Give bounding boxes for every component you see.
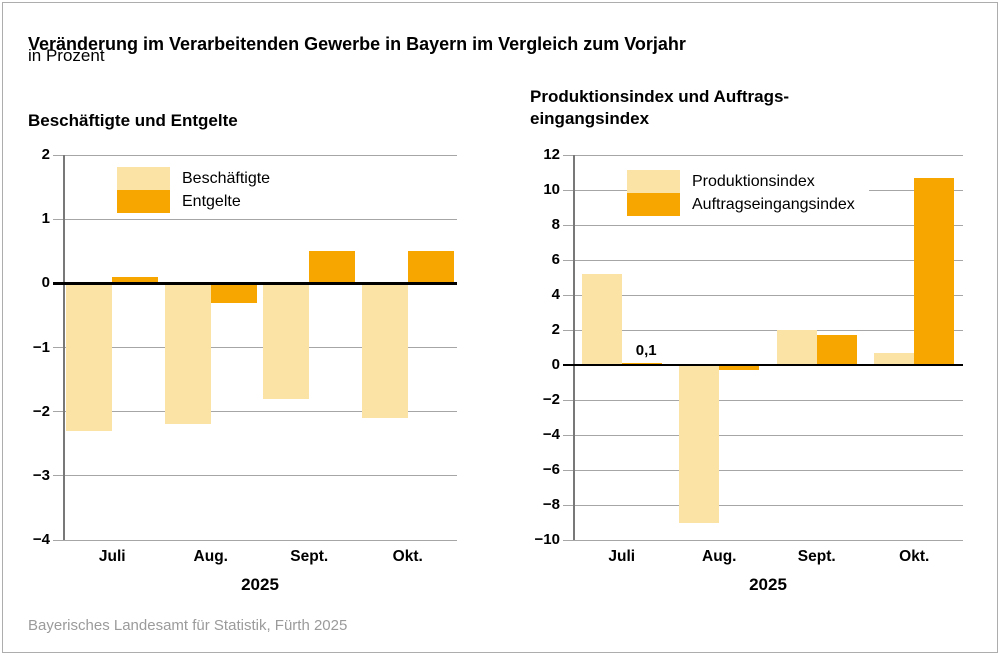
legend-label: Entgelte [182, 193, 241, 210]
bar [407, 251, 454, 284]
legend-label: Produktionsindex [692, 173, 815, 190]
x-axis-category-label: Sept. [290, 548, 329, 565]
gridline [563, 189, 963, 191]
x-axis-category-label: Juli [608, 548, 636, 565]
chart-title: Beschäftigte und Entgelte [28, 110, 238, 132]
legend-row: Auftragseingangsindex [627, 193, 855, 216]
y-axis-tick-label: 2 [41, 146, 50, 163]
y-axis-tick-label: −2 [542, 391, 560, 408]
y-axis-tick-label: 12 [543, 146, 560, 163]
x-axis-category-label: Aug. [193, 548, 228, 565]
plot-area: 12 10 8 6 4 2 0 −2 −4 −6 −8 −10 0,1 [535, 146, 963, 548]
plot-area: 2 1 0 −1 −2 −3 −4 [33, 146, 457, 548]
chart-title-line: Produktionsindex und Auftrags- [530, 87, 790, 106]
data-label: 0,1 [635, 342, 657, 359]
bar [776, 330, 817, 365]
gridline [53, 154, 457, 156]
gridline [53, 347, 457, 348]
bar [719, 365, 760, 371]
legend: Produktionsindex Auftragseingangsindex [627, 170, 869, 216]
bar [361, 283, 408, 419]
y-axis-line [63, 155, 65, 540]
bar [112, 276, 159, 284]
bar [679, 365, 720, 523]
gridline [53, 475, 457, 477]
gridline [563, 224, 963, 226]
legend-row: Produktionsindex [627, 170, 855, 193]
bar [581, 274, 622, 365]
y-axis-tick-label: 4 [551, 286, 560, 303]
legend-row: Beschäftigte [117, 167, 270, 190]
zero-line [563, 363, 963, 367]
gridline [53, 411, 457, 413]
y-axis-tick-label: 0 [41, 274, 50, 292]
y-axis-tick-label: −1 [32, 338, 50, 356]
bar [210, 283, 257, 303]
x-axis-category-label: Okt. [899, 548, 930, 565]
gridline [563, 434, 963, 436]
y-axis-tick-label: 8 [551, 216, 560, 233]
bar [621, 363, 662, 365]
bar [816, 335, 857, 365]
y-axis-tick-label: −4 [542, 426, 560, 443]
y-axis-tick-label: 10 [543, 181, 560, 198]
legend: Beschäftigte Entgelte [117, 167, 285, 213]
y-axis-tick-label: −10 [534, 531, 560, 548]
bar [263, 283, 310, 399]
y-axis-line [573, 155, 575, 540]
gridline [563, 539, 963, 541]
y-axis-tick-label: 0 [551, 356, 560, 373]
x-axis-category-label: Aug. [702, 548, 737, 565]
x-axis-category-label: Juli [98, 548, 126, 565]
chart-title: Produktionsindex und Auftrags-eingangsin… [530, 86, 789, 130]
page-subtitle: in Prozent [28, 46, 105, 65]
bar [309, 251, 356, 284]
legend-label: Beschäftigte [182, 170, 271, 187]
x-axis-year-label: 2025 [749, 575, 787, 594]
y-axis-tick-label: −4 [32, 531, 50, 548]
y-axis-tick-label: 2 [551, 321, 560, 338]
page-title: Veränderung im Verarbeitenden Gewerbe in… [28, 34, 686, 55]
legend-swatch [117, 167, 170, 190]
x-axis-category-label: Okt. [392, 548, 423, 565]
zero-line [53, 282, 457, 285]
legend-row: Entgelte [117, 190, 270, 213]
gridline [563, 154, 963, 156]
gridline [563, 469, 963, 471]
y-axis-tick-label: −2 [32, 402, 50, 420]
bar [914, 177, 955, 365]
bar [66, 283, 113, 431]
y-axis-tick-label: 1 [41, 210, 50, 228]
legend-swatch [117, 190, 170, 213]
y-axis-tick-label: −6 [542, 461, 560, 478]
gridline [563, 294, 963, 296]
gridline [563, 259, 963, 261]
gridline [53, 539, 457, 541]
gridline [563, 399, 963, 401]
chart-title-line: eingangsindex [530, 109, 650, 128]
source-note: Bayerisches Landesamt für Statistik, Für… [28, 617, 348, 634]
gridline [563, 504, 963, 506]
legend-swatch [627, 193, 680, 216]
legend-swatch [627, 170, 680, 193]
bar [164, 283, 211, 425]
y-axis-tick-label: 6 [551, 251, 560, 268]
gridline [53, 218, 457, 220]
gridline [563, 329, 963, 331]
y-axis-tick-label: −3 [32, 466, 50, 484]
bar [874, 352, 915, 365]
x-axis-category-label: Sept. [797, 548, 836, 565]
legend-label: Auftragseingangsindex [692, 196, 855, 213]
x-axis-year-label: 2025 [241, 575, 279, 594]
chart-title-line: Beschäftigte und Entgelte [28, 111, 238, 130]
y-axis-tick-label: −8 [542, 496, 560, 513]
